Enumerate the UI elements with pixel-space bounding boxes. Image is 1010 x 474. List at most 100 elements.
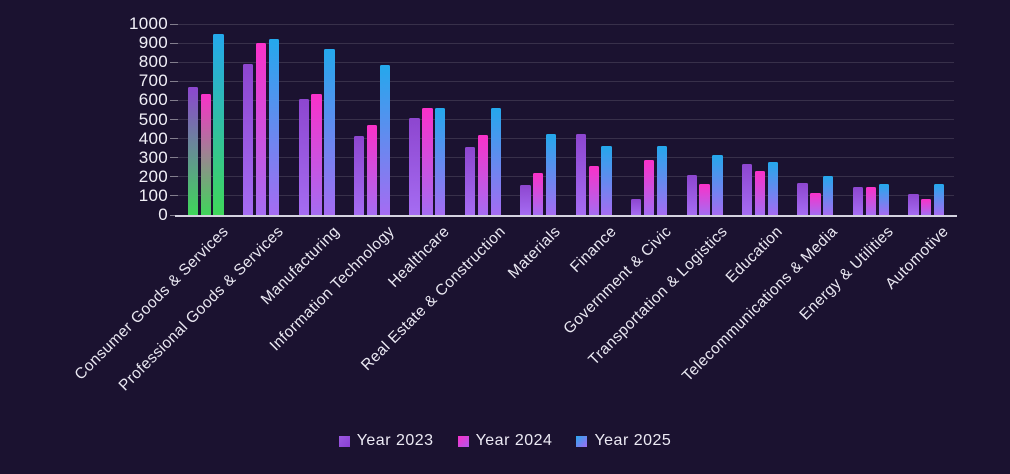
x-axis-label-1: Professional Goods & Services: [115, 223, 288, 395]
x-axis-label-3: Information Technology: [266, 223, 399, 355]
gridline-500: [170, 119, 954, 120]
bar-year-2025-4[interactable]: [435, 108, 446, 215]
x-axis-label-10: Education: [722, 223, 787, 287]
y-axis-label-600: 600: [138, 90, 168, 110]
legend-label: Year 2025: [594, 432, 672, 449]
bar-year-2024-0[interactable]: [200, 93, 211, 215]
legend-label: Year 2024: [475, 432, 553, 449]
bar-year-2025-6[interactable]: [545, 133, 557, 215]
legend-swatch-icon: [338, 435, 350, 447]
y-axis-label-1000: 1000: [128, 14, 168, 33]
y-tick-100: [170, 195, 178, 197]
bar-year-2023-8[interactable]: [631, 198, 642, 215]
bar-year-2024-5[interactable]: [477, 134, 489, 215]
x-axis-label-8: Government & Civic: [560, 223, 676, 338]
bar-year-2025-8[interactable]: [656, 146, 668, 215]
x-axis-label-13: Automotive: [882, 223, 953, 293]
y-tick-800: [170, 61, 178, 63]
x-axis-label-11: Telecommunications & Media: [679, 223, 842, 385]
bar-year-2025-1[interactable]: [268, 39, 280, 215]
y-axis-label-300: 300: [138, 147, 168, 167]
legend-item-year-2024[interactable]: Year 2024: [457, 432, 553, 450]
legend-item-year-2023[interactable]: Year 2023: [338, 432, 434, 450]
y-tick-500: [170, 119, 178, 120]
y-axis-label-500: 500: [138, 109, 168, 129]
bar-year-2023-4[interactable]: [409, 117, 420, 215]
bar-year-2025-12[interactable]: [878, 183, 889, 215]
y-axis-label-100: 100: [138, 185, 168, 205]
gridline-100: [170, 195, 954, 197]
x-axis-label-12: Energy & Utilities: [796, 223, 897, 324]
bar-year-2025-11[interactable]: [823, 175, 834, 215]
bar-year-2024-13[interactable]: [921, 198, 932, 215]
legend-item-year-2025[interactable]: Year 2025: [576, 432, 671, 450]
bar-year-2023-11[interactable]: [797, 182, 808, 215]
bar-year-2024-3[interactable]: [366, 125, 378, 215]
y-tick-700: [170, 80, 178, 82]
bar-year-2024-8[interactable]: [643, 159, 655, 215]
x-axis-label-5: Real Estate & Construction: [357, 223, 509, 374]
bar-year-2025-13[interactable]: [933, 184, 945, 215]
gridline-300: [170, 157, 954, 159]
legend-swatch-icon: [576, 435, 588, 447]
bar-year-2024-9[interactable]: [699, 183, 710, 215]
bar-year-2024-10[interactable]: [754, 171, 766, 215]
y-tick-600: [170, 99, 178, 101]
gridline-1000: [170, 23, 954, 25]
y-axis-label-200: 200: [138, 166, 168, 186]
y-tick-900: [170, 42, 178, 44]
y-tick-300: [170, 157, 178, 159]
bar-year-2023-6[interactable]: [520, 185, 531, 215]
bar-year-2023-1[interactable]: [243, 64, 254, 215]
bar-year-2024-11[interactable]: [810, 193, 821, 215]
bar-year-2025-9[interactable]: [712, 154, 723, 215]
bar-year-2023-0[interactable]: [187, 87, 199, 215]
bar-year-2025-5[interactable]: [490, 108, 501, 215]
bar-year-2023-9[interactable]: [686, 174, 697, 215]
bar-year-2023-7[interactable]: [575, 133, 587, 215]
bar-year-2024-1[interactable]: [255, 43, 267, 215]
bar-year-2025-10[interactable]: [767, 161, 778, 215]
bar-year-2024-4[interactable]: [422, 108, 433, 215]
legend-label: Year 2023: [356, 432, 434, 449]
x-axis-label-9: Transportation & Logistics: [584, 223, 731, 369]
gridline-800: [170, 61, 954, 63]
y-axis-label-0: 0: [158, 205, 168, 224]
y-axis-label-800: 800: [138, 52, 168, 72]
bar-year-2024-12[interactable]: [865, 186, 877, 215]
x-axis-label-7: Finance: [566, 223, 620, 276]
y-axis-label-900: 900: [138, 33, 168, 53]
x-axis-label-0: Consumer Goods & Services: [71, 223, 232, 384]
bar-year-2025-7[interactable]: [601, 146, 612, 215]
y-tick-400: [170, 138, 178, 140]
legend-swatch-icon: [457, 435, 469, 447]
bar-year-2024-2[interactable]: [311, 93, 322, 215]
bar-year-2023-13[interactable]: [908, 194, 919, 215]
bar-year-2025-3[interactable]: [379, 65, 390, 215]
y-tick-0: [170, 214, 178, 216]
bar-year-2023-2[interactable]: [298, 99, 309, 215]
gridline-600: [170, 99, 954, 101]
bar-year-2023-5[interactable]: [464, 147, 476, 215]
bar-year-2023-3[interactable]: [354, 135, 365, 215]
bar-year-2024-6[interactable]: [533, 173, 544, 215]
bar-year-2023-12[interactable]: [852, 187, 864, 215]
gridline-900: [170, 42, 954, 44]
x-axis-label-2: Manufacturing: [257, 223, 343, 309]
y-axis-label-700: 700: [138, 71, 168, 91]
gridline-400: [170, 138, 954, 140]
legend: Year 2023 Year 2024 Year 2025: [0, 430, 1010, 452]
bar-year-2025-0[interactable]: [213, 33, 224, 215]
bar-year-2025-2[interactable]: [324, 48, 335, 215]
y-tick-200: [170, 176, 178, 178]
plot-area: [170, 23, 957, 217]
gridline-700: [170, 80, 954, 82]
x-axis-label-4: Healthcare: [385, 223, 454, 291]
bar-year-2023-10[interactable]: [742, 164, 753, 215]
y-axis-label-400: 400: [138, 128, 168, 148]
bar-year-2024-7[interactable]: [588, 166, 599, 215]
x-axis-line: [175, 215, 957, 217]
x-axis-label-6: Materials: [505, 223, 565, 283]
y-tick-1000: [170, 23, 178, 25]
